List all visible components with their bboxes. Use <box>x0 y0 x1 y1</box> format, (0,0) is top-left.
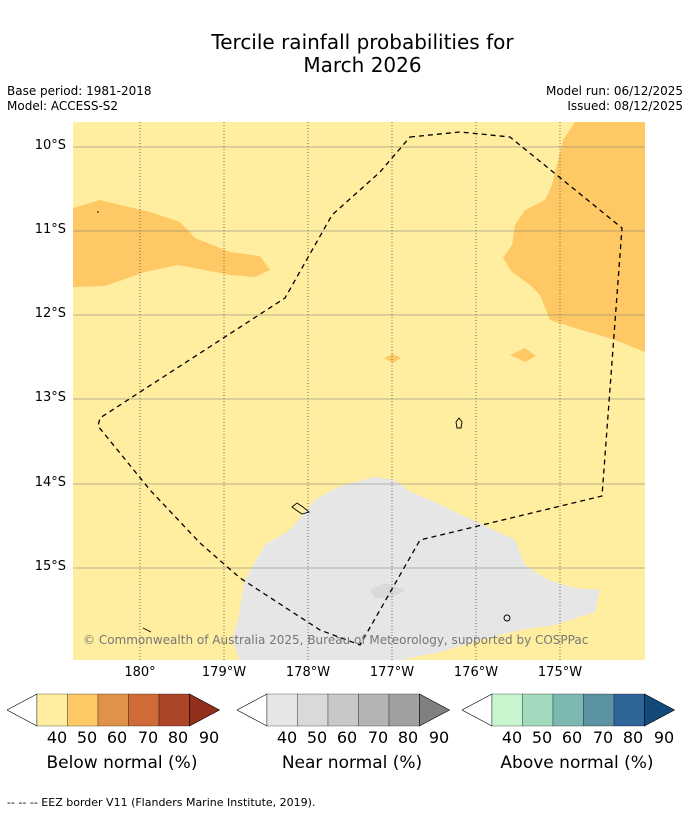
eez-footnote: -- -- -- EEZ border V11 (Flanders Marine… <box>7 796 316 809</box>
tick-label: 50 <box>306 728 328 747</box>
tick-label: 80 <box>397 728 419 747</box>
colorbar-swatch <box>613 693 645 727</box>
legend-below-normal: 40 50 60 70 80 90 Below normal (%) <box>6 692 237 773</box>
tick-label: 80 <box>622 728 644 747</box>
island-4 <box>142 627 152 633</box>
colorbar-swatch <box>297 693 329 727</box>
tick-label: 40 <box>501 728 523 747</box>
lon-label-175w: 175°W <box>537 665 583 680</box>
colorbar-under-arrow <box>461 693 493 727</box>
colorbar-swatch <box>128 693 160 727</box>
island-1 <box>455 417 463 429</box>
colorbar-swatch <box>522 693 554 727</box>
tick-label: 90 <box>428 728 450 747</box>
island-2 <box>291 502 310 515</box>
legend-label-near: Near normal (%) <box>281 753 423 773</box>
lon-label-176w: 176°W <box>453 665 499 680</box>
lon-label-177w: 177°W <box>369 665 415 680</box>
lon-label-180: 180° <box>124 665 156 680</box>
tick-label: 70 <box>137 728 159 747</box>
colorbar-swatch <box>67 693 99 727</box>
below-normal-40-50-main <box>73 122 645 556</box>
graticule <box>73 146 645 569</box>
colorbar-swatch <box>388 693 420 727</box>
colorbar-swatch <box>327 693 359 727</box>
copyright-notice: © Commonwealth of Australia 2025, Bureau… <box>83 633 589 647</box>
lat-label-11s: 11°S <box>34 222 66 237</box>
title-line-2: March 2026 <box>303 53 422 77</box>
colorbar-near-normal <box>236 693 451 727</box>
colorbar-under-arrow <box>236 693 268 727</box>
meta-left: Base period: 1981-2018 Model: ACCESS-S2 <box>7 84 152 114</box>
lat-label-10s: 10°S <box>34 138 66 153</box>
tick-label: 50 <box>531 728 553 747</box>
meta-right: Model run: 06/12/2025 Issued: 08/12/2025 <box>546 84 683 114</box>
below-normal-patch-1 <box>510 348 536 362</box>
colorbar-under-arrow <box>6 693 38 727</box>
base-period: Base period: 1981-2018 <box>7 84 152 98</box>
below-normal-50-60-east <box>503 122 645 352</box>
tick-label: 50 <box>76 728 98 747</box>
colorbar-swatch <box>583 693 615 727</box>
below-normal-patch-3 <box>100 530 122 553</box>
tick-label: 90 <box>653 728 675 747</box>
lat-label-12s: 12°S <box>34 306 66 321</box>
legend-near-normal: 40 50 60 70 80 90 Near normal (%) <box>236 692 467 773</box>
tick-label: 40 <box>46 728 68 747</box>
tick-label: 70 <box>592 728 614 747</box>
lat-label-14s: 14°S <box>34 475 66 490</box>
chart-title: Tercile rainfall probabilities for March… <box>0 31 690 77</box>
lon-label-178w: 178°W <box>285 665 331 680</box>
colorbar-swatch <box>97 693 129 727</box>
colorbar-over-arrow <box>419 693 451 727</box>
model-name: Model: ACCESS-S2 <box>7 99 119 113</box>
island-3 <box>503 614 511 622</box>
near-normal-50-60-patch <box>370 583 405 598</box>
lat-label-13s: 13°S <box>34 390 66 405</box>
colorbar-swatch <box>358 693 390 727</box>
below-normal-patch-2 <box>384 354 401 363</box>
tick-label: 70 <box>367 728 389 747</box>
colorbar-swatch <box>36 693 68 727</box>
colorbar-over-arrow <box>189 693 221 727</box>
lat-label-15s: 15°S <box>34 559 66 574</box>
tick-label: 60 <box>106 728 128 747</box>
island-5 <box>97 211 99 213</box>
tick-label: 60 <box>336 728 358 747</box>
colorbar-swatch <box>266 693 298 727</box>
model-run: Model run: 06/12/2025 <box>545 84 683 98</box>
tick-label: 80 <box>167 728 189 747</box>
colorbar-over-arrow <box>644 693 676 727</box>
legend-label-above: Above normal (%) <box>500 753 654 773</box>
title-line-1: Tercile rainfall probabilities for <box>211 30 514 54</box>
tick-label: 40 <box>276 728 298 747</box>
tick-label: 90 <box>198 728 220 747</box>
colorbar-above-normal <box>461 693 676 727</box>
issued-date: Issued: 08/12/2025 <box>567 99 683 113</box>
colorbar-below-normal <box>6 693 221 727</box>
colorbar-swatch <box>158 693 190 727</box>
legend-label-below: Below normal (%) <box>46 753 198 773</box>
lon-label-179w: 179°W <box>201 665 247 680</box>
legend-above-normal: 40 50 60 70 80 90 Above normal (%) <box>461 692 690 773</box>
below-normal-50-60-west <box>73 200 270 287</box>
near-normal-40-50-region <box>232 477 600 660</box>
colorbar-swatch <box>491 693 523 727</box>
tick-label: 60 <box>561 728 583 747</box>
colorbar-swatch <box>552 693 584 727</box>
